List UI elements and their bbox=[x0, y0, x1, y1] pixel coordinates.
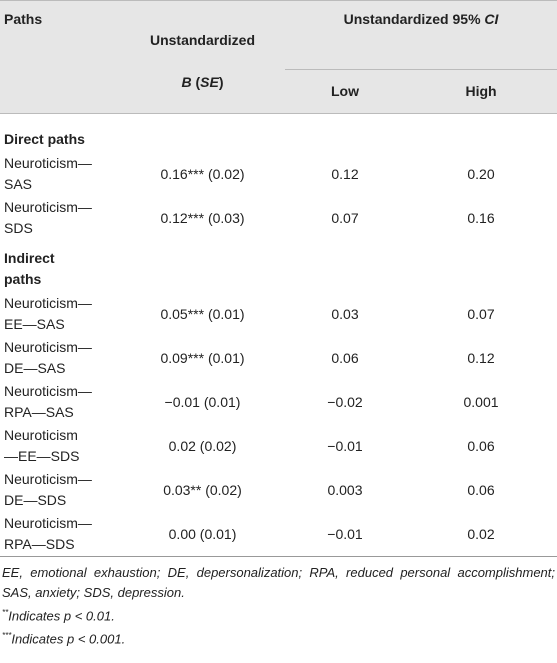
value-cell: 0.02 bbox=[467, 525, 495, 542]
value-cell: −0.01 bbox=[327, 437, 363, 454]
header-cell: Unstandardized 95% CI bbox=[285, 0, 557, 70]
path-cell: Neuroticism— RPA—SAS bbox=[4, 383, 92, 420]
table-header: Paths Unstandardized B (SE) Unstandardiz… bbox=[0, 0, 557, 114]
header-text: Unstandardized bbox=[149, 32, 255, 48]
value-cell: 0.06 bbox=[467, 481, 495, 498]
value-cell: 0.05*** (0.01) bbox=[160, 305, 245, 322]
value-cell: 0.16 bbox=[467, 209, 495, 226]
footnote-marker: *** bbox=[2, 631, 12, 641]
table-row: Neuroticism— SDS 0.12*** (0.03) 0.07 0.16 bbox=[0, 196, 557, 240]
table-row: Neuroticism— RPA—SDS 0.00 (0.01) −0.01 0.02 bbox=[0, 512, 557, 557]
footnote-marker: ** bbox=[2, 608, 9, 617]
abbreviations: EE, emotional exhaustion; DE, depersonal… bbox=[2, 565, 555, 600]
path-cell: Neuroticism— DE—SAS bbox=[4, 339, 92, 376]
section-header: Indirect paths bbox=[4, 250, 55, 287]
value-cell: 0.07 bbox=[331, 209, 359, 226]
table-row: Neuroticism— RPA—SAS −0.01 (0.01) −0.02 0.0… bbox=[0, 380, 557, 424]
value-cell: 0.03 bbox=[331, 305, 359, 322]
footnote: ***Indicates p < 0.001. bbox=[2, 626, 555, 649]
footnotes: EE, emotional exhaustion; DE, depersonal… bbox=[0, 557, 557, 650]
value-cell: 0.09*** (0.01) bbox=[160, 349, 245, 366]
footnote-text: Indicates p < 0.001. bbox=[11, 631, 126, 647]
header-text: CI bbox=[484, 11, 499, 27]
value-cell: 0.20 bbox=[467, 165, 495, 182]
table: Paths Unstandardized B (SE) Unstandardiz… bbox=[0, 0, 557, 557]
section-header: Direct paths bbox=[4, 131, 85, 147]
path-cell: Neuroticism— SAS bbox=[4, 155, 92, 192]
table-row: Neuroticism— EE—SAS 0.05*** (0.01) 0.03 0.0… bbox=[0, 292, 557, 336]
header-text: Unstandardized 95% bbox=[343, 11, 485, 27]
value-cell: 0.003 bbox=[327, 481, 363, 498]
header-cell: Low bbox=[285, 69, 405, 114]
value-cell: 0.12 bbox=[467, 349, 495, 366]
path-cell: Neuroticism— EE—SAS bbox=[4, 295, 92, 332]
path-cell: Neuroticism— SDS bbox=[4, 199, 92, 236]
value-cell: 0.03** (0.02) bbox=[163, 481, 242, 498]
header-cell: Paths bbox=[0, 0, 120, 114]
value-cell: 0.06 bbox=[331, 349, 359, 366]
value-cell: 0.07 bbox=[467, 305, 495, 322]
table-row: Indirect paths bbox=[0, 240, 557, 292]
value-cell: 0.12*** (0.03) bbox=[160, 209, 245, 226]
value-cell: 0.06 bbox=[467, 437, 495, 454]
header-cell: High bbox=[405, 69, 557, 114]
footnote-text: Indicates p < 0.01. bbox=[8, 608, 115, 624]
header-cell: Unstandardized B (SE) bbox=[120, 0, 285, 114]
footnote: **Indicates p < 0.01. bbox=[2, 603, 555, 626]
table-body: Direct paths Neuroticism— SAS 0.16*** (0.0… bbox=[0, 114, 557, 557]
table-row: Neuroticism— SAS 0.16*** (0.02) 0.12 0.20 bbox=[0, 152, 557, 196]
value-cell: 0.02 (0.02) bbox=[168, 437, 237, 454]
header-text: ) bbox=[218, 74, 224, 90]
header-text: ( bbox=[191, 74, 201, 90]
value-cell: −0.02 bbox=[327, 393, 363, 410]
value-cell: 0.00 (0.01) bbox=[168, 525, 237, 542]
value-cell: 0.001 bbox=[463, 393, 499, 410]
table-row: Neuroticism— DE—SDS 0.03** (0.02) 0.003 0.0… bbox=[0, 468, 557, 512]
path-cell: Neuroticism— RPA—SDS bbox=[4, 515, 92, 552]
header-text: SE bbox=[200, 74, 219, 90]
table-row: Neuroticism— DE—SAS 0.09*** (0.01) 0.06 0.1… bbox=[0, 336, 557, 380]
table-row: Direct paths bbox=[0, 114, 557, 153]
value-cell: 0.12 bbox=[331, 165, 359, 182]
table-row: Neuroticism —EE—SDS 0.02 (0.02) −0.01 0.06 bbox=[0, 424, 557, 468]
path-cell: Neuroticism —EE—SDS bbox=[4, 427, 80, 464]
value-cell: 0.16*** (0.02) bbox=[160, 165, 245, 182]
value-cell: −0.01 bbox=[327, 525, 363, 542]
header-text: B bbox=[181, 74, 192, 90]
path-cell: Neuroticism— DE—SDS bbox=[4, 471, 92, 508]
value-cell: −0.01 (0.01) bbox=[164, 393, 241, 410]
